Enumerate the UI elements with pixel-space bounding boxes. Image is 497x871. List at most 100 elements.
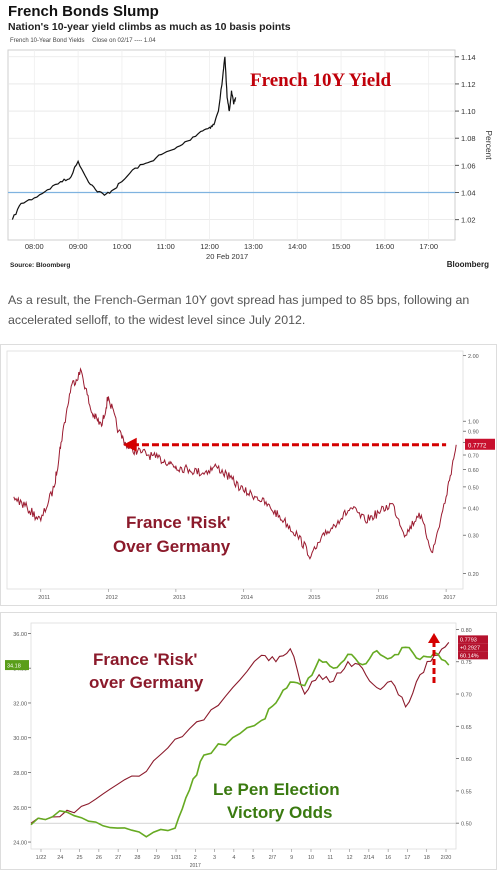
x-tick-label: 2/14 <box>363 855 374 861</box>
x-tick-label: 25 <box>77 855 83 861</box>
x-tick-label: 2016 <box>376 595 388 601</box>
x-year-label: 2017 <box>190 863 201 869</box>
x-axis-date: 20 Feb 2017 <box>206 252 248 261</box>
chart1-title: French Bonds Slump <box>8 3 159 20</box>
y-tick-label: 0.40 <box>468 506 479 512</box>
y-left-tick-label: 36.00 <box>13 632 27 638</box>
plot-area <box>6 350 464 590</box>
up-arrow-head <box>428 633 440 643</box>
chart3-svg: 24.0026.0028.0030.0032.0034.0036.000.500… <box>5 622 488 869</box>
y-tick-label: 1.00 <box>468 420 479 426</box>
x-tick-label: 2/20 <box>441 855 452 861</box>
y-tick-label: 0.90 <box>468 430 479 436</box>
x-tick-label: 28 <box>134 855 140 861</box>
plot-area <box>7 49 456 241</box>
chart1-svg: 1.02 1.04 1.06 1.08 1.10 1.12 1.14 08:00 09:00 10… <box>7 49 494 261</box>
left-badge <box>5 660 29 671</box>
y-tick-label: 2.00 <box>468 354 479 360</box>
chart-french-10y-yield: French Bonds Slump Nation's 10-year yiel… <box>0 0 497 272</box>
y-tick-label: 1.14 <box>461 53 476 62</box>
plot-area <box>30 622 457 850</box>
x-tick-label: 08:00 <box>25 242 44 251</box>
y-left-tick-label: 28.00 <box>13 771 27 777</box>
series-risk-line <box>30 642 450 824</box>
legend-item-close: Close on 02/17 ---- 1.04 <box>92 38 156 44</box>
annotation-line1: France 'Risk' <box>126 513 230 532</box>
right-badge <box>458 643 488 652</box>
arrow-head <box>123 437 137 452</box>
x-tick-label: 11 <box>327 855 333 861</box>
annotation-risk-line2: over Germany <box>89 673 204 692</box>
y-tick-label: 0.50 <box>468 485 479 491</box>
body-paragraph: As a result, the French-German 10Y govt … <box>8 293 470 327</box>
right-badge <box>458 651 488 660</box>
chart1-header: French Bonds Slump Nation's 10-year yiel… <box>8 3 291 33</box>
y-tick-label: 1.10 <box>461 107 476 116</box>
chart1-source: Source: Bloomberg <box>10 262 71 269</box>
x-tick-label: 2013 <box>173 595 185 601</box>
y-right-tick-label: 0.75 <box>461 660 472 666</box>
legend-item-yield: French 10-Year Bond Yields <box>10 38 85 44</box>
y-right-tick-label: 0.50 <box>461 822 472 828</box>
series-yield-line <box>11 56 237 220</box>
annotation-risk-line1: France 'Risk' <box>93 650 197 669</box>
y-tick-label: 0.20 <box>468 572 479 578</box>
y-left-tick-label: 24.00 <box>13 841 27 847</box>
x-tick-label: 29 <box>154 855 160 861</box>
x-tick-label: 10:00 <box>113 242 132 251</box>
x-tick-label: 5 <box>252 855 255 861</box>
x-tick-label: 18 <box>424 855 430 861</box>
x-tick-label: 2011 <box>38 595 50 601</box>
series-spread-line <box>13 367 457 560</box>
y-left-tick-label: 26.00 <box>13 806 27 812</box>
y-right-tick-label: 0.60 <box>461 757 472 763</box>
chart1-legend: French 10-Year Bond Yields Close on 02/1… <box>10 38 162 44</box>
chart-risk-vs-lepen: 24.0026.0028.0030.0032.0034.0036.000.500… <box>0 612 497 870</box>
x-tick-label: 09:00 <box>69 242 88 251</box>
y-tick-label: 1.08 <box>461 134 476 143</box>
y-axis-label: Percent <box>484 130 494 160</box>
x-tick-label: 2017 <box>443 595 455 601</box>
x-tick-label: 2012 <box>106 595 118 601</box>
y-tick-label: 1.04 <box>461 189 476 198</box>
y-tick-label: 0.60 <box>468 468 479 474</box>
left-badge-text: 34.18 <box>7 664 21 670</box>
x-tick-label: 16:00 <box>375 242 394 251</box>
y-tick-label: 0.30 <box>468 534 479 540</box>
chart1-subtitle: Nation's 10-year yield climbs as much as… <box>8 21 291 33</box>
x-tick-label: 2015 <box>308 595 320 601</box>
x-tick-label: 2 <box>194 855 197 861</box>
y-tick-label: 1.12 <box>461 80 476 89</box>
x-tick-label: 27 <box>115 855 121 861</box>
x-tick-label: 1/31 <box>171 855 182 861</box>
x-tick-label: 4 <box>232 855 235 861</box>
x-tick-label: 14:00 <box>288 242 307 251</box>
x-tick-label: 24 <box>57 855 63 861</box>
x-tick-label: 12:00 <box>200 242 219 251</box>
y-right-tick-label: 0.65 <box>461 725 472 731</box>
x-tick-label: 26 <box>96 855 102 861</box>
x-tick-label: 16 <box>385 855 391 861</box>
x-tick-label: 12 <box>347 855 353 861</box>
x-tick-label: 17 <box>404 855 410 861</box>
right-badge <box>458 635 488 644</box>
y-tick-label: 1.06 <box>461 161 476 170</box>
right-badge-text: +0.2927 <box>460 645 480 651</box>
last-value-text: 0.7772 <box>468 443 487 449</box>
annotation-odds-line1: Le Pen Election <box>213 780 340 799</box>
x-tick-label: 13:00 <box>244 242 263 251</box>
x-tick-label: 1/22 <box>36 855 47 861</box>
x-tick-label: 2014 <box>241 595 253 601</box>
x-tick-label: 11:00 <box>157 242 175 251</box>
y-tick-label: 0.70 <box>468 454 479 460</box>
series-odds-line <box>30 646 450 838</box>
chart1-annotation: French 10Y Yield <box>250 70 392 91</box>
chart1-brand: Bloomberg <box>446 260 489 269</box>
y-left-tick-label: 30.00 <box>13 736 27 742</box>
y-tick-label: 1.02 <box>461 216 476 225</box>
y-right-tick-label: 0.70 <box>461 693 472 699</box>
x-tick-label: 3 <box>213 855 216 861</box>
right-badge-text: 60.14% <box>460 653 479 659</box>
x-tick-label: 17:00 <box>419 242 438 251</box>
right-badge-text: 0.7793 <box>460 637 477 643</box>
